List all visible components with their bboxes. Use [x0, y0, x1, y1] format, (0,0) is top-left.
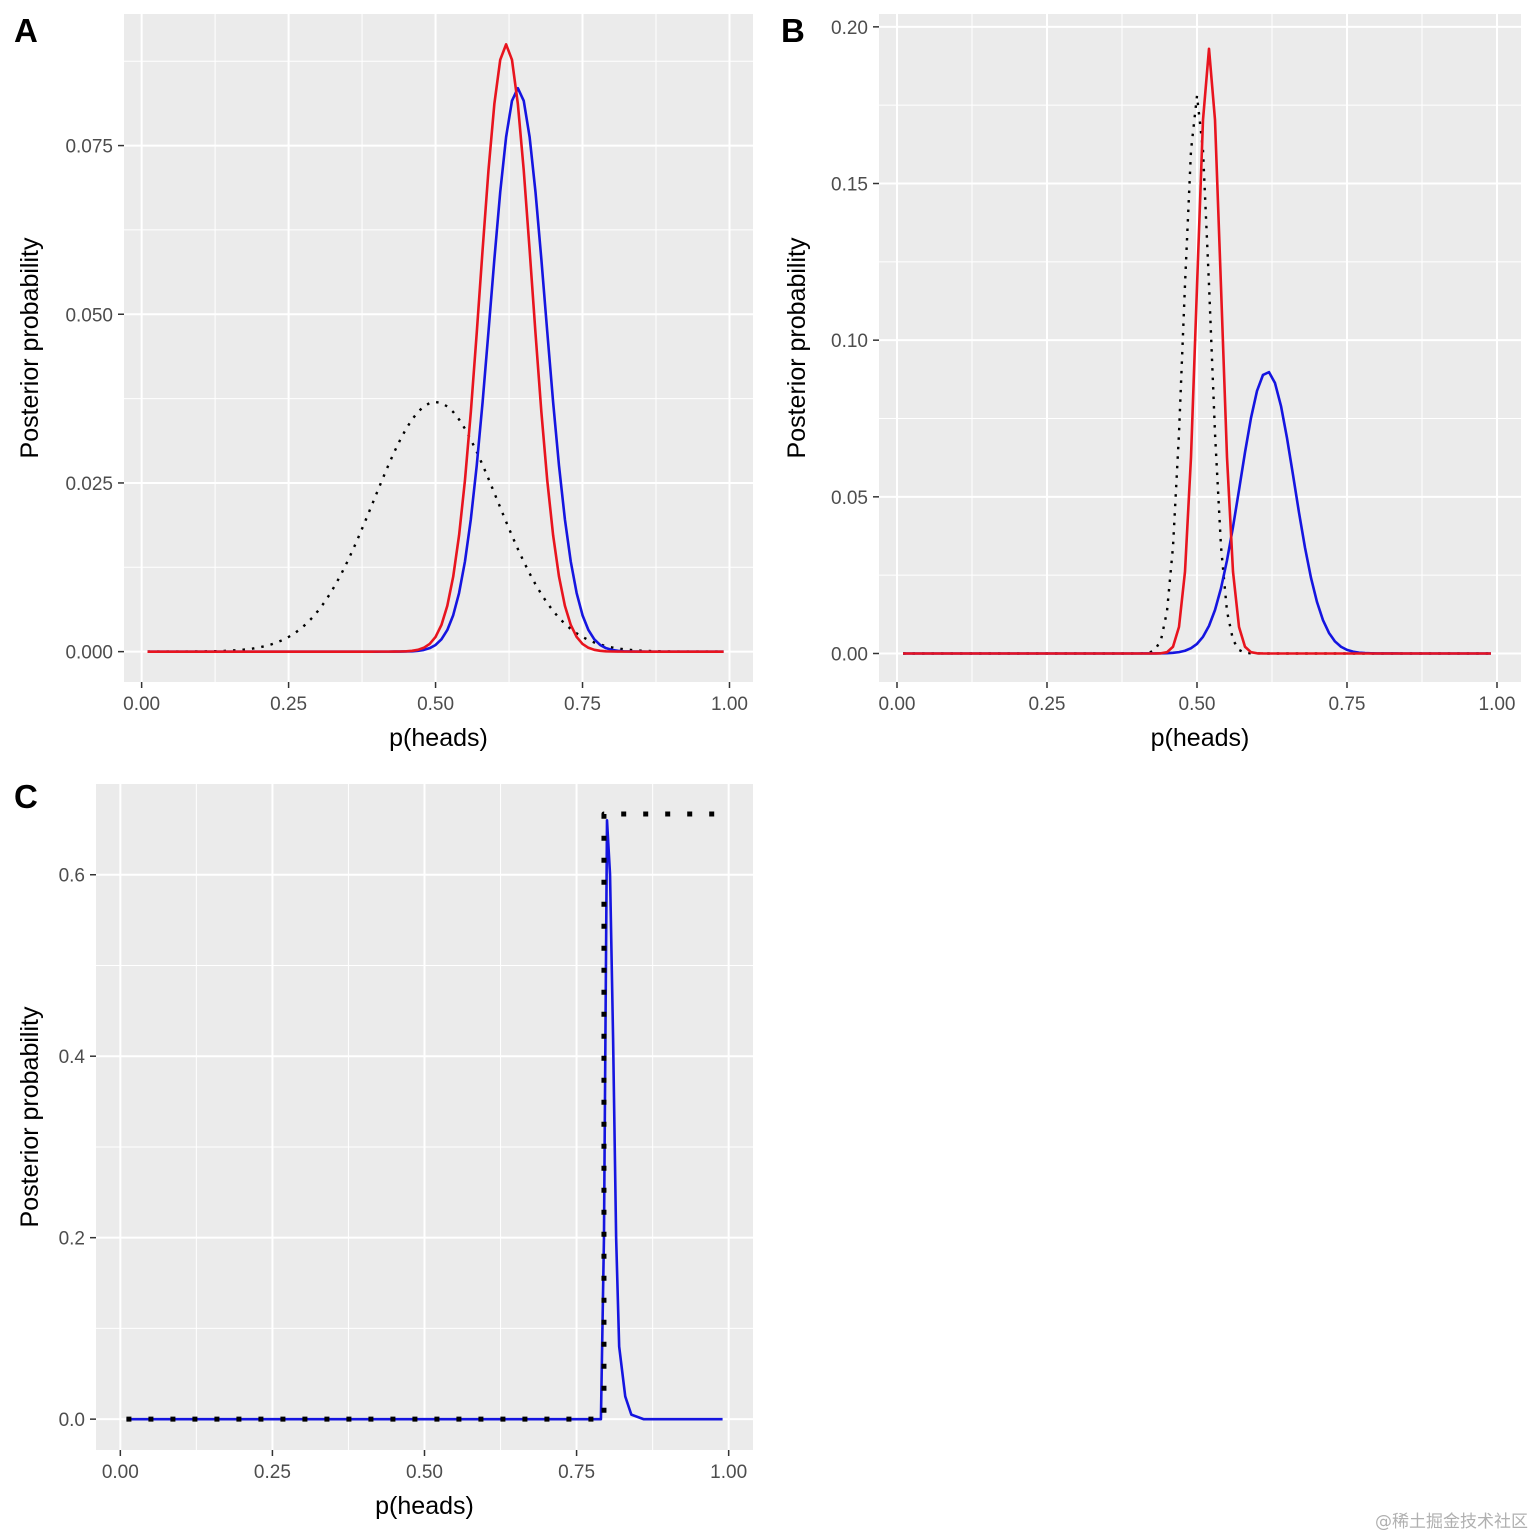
watermark: @稀土掘金技术社区: [1375, 1512, 1528, 1532]
x-tick-label: 0.50: [406, 1462, 443, 1483]
x-tick-label: 0.00: [123, 694, 160, 715]
series-line-posterior-red: [147, 43, 724, 653]
x-tick-label: 0.00: [879, 694, 916, 715]
panel-c: C 0.00 0.25 0.50 0.75 1.00 0.0 0.2 0.4 0.6 p(head…: [14, 778, 753, 1520]
y-tick-label: 0.4: [59, 1047, 86, 1068]
x-tick-label: 0.25: [254, 1462, 291, 1483]
series-line-posterior-blue: [126, 818, 723, 1421]
y-axis-title: Posterior probability: [16, 237, 44, 458]
x-tick-label: 0.75: [558, 1462, 595, 1483]
x-tick-label: 0.25: [1029, 694, 1066, 715]
x-tick-label: 1.00: [710, 1462, 747, 1483]
x-axis-title: p(heads): [1151, 724, 1250, 752]
y-tick-label: 0.025: [65, 474, 113, 495]
y-tick-label: 0.2: [59, 1229, 85, 1250]
x-tick-label: 0.75: [564, 694, 601, 715]
panel-a-tag: A: [14, 12, 38, 49]
x-tick-label: 0.50: [417, 694, 454, 715]
x-axis-title: p(heads): [389, 724, 488, 752]
x-tick-label: 1.00: [1479, 694, 1516, 715]
panel-a: A 0.00 0.25 0.50 0.75 1.00 0.000 0.025 0.050 0.0…: [14, 12, 753, 752]
x-tick-label: 0.75: [1329, 694, 1366, 715]
x-axis-title: p(heads): [375, 1492, 474, 1520]
y-axis-title: Posterior probability: [16, 1006, 44, 1227]
y-tick-label: 0.6: [59, 866, 85, 887]
y-tick-label: 0.10: [831, 331, 868, 352]
y-tick-label: 0.05: [831, 488, 868, 509]
series-line-posterior-red: [903, 47, 1491, 655]
y-tick-label: 0.00: [831, 644, 868, 665]
plot-background: [124, 14, 753, 682]
y-tick-label: 0.000: [65, 643, 113, 664]
y-tick-label: 0.20: [831, 18, 868, 39]
x-tick-label: 1.00: [711, 694, 748, 715]
y-tick-label: 0.0: [59, 1410, 85, 1431]
panel-b-tag: B: [781, 12, 805, 49]
panel-b: B 0.00 0.25 0.50 0.75 1.00 0.00 0.05 0.10 0.15 0.…: [781, 12, 1521, 752]
y-tick-label: 0.15: [831, 175, 868, 196]
y-tick-label: 0.050: [65, 305, 113, 326]
y-tick-label: 0.075: [65, 137, 113, 158]
plot-background: [879, 14, 1521, 682]
x-tick-label: 0.00: [102, 1462, 139, 1483]
x-tick-label: 0.25: [270, 694, 307, 715]
panel-c-tag: C: [14, 778, 38, 815]
series-line-prior: [147, 400, 724, 653]
y-axis-title: Posterior probability: [783, 237, 811, 458]
x-tick-label: 0.50: [1179, 694, 1216, 715]
